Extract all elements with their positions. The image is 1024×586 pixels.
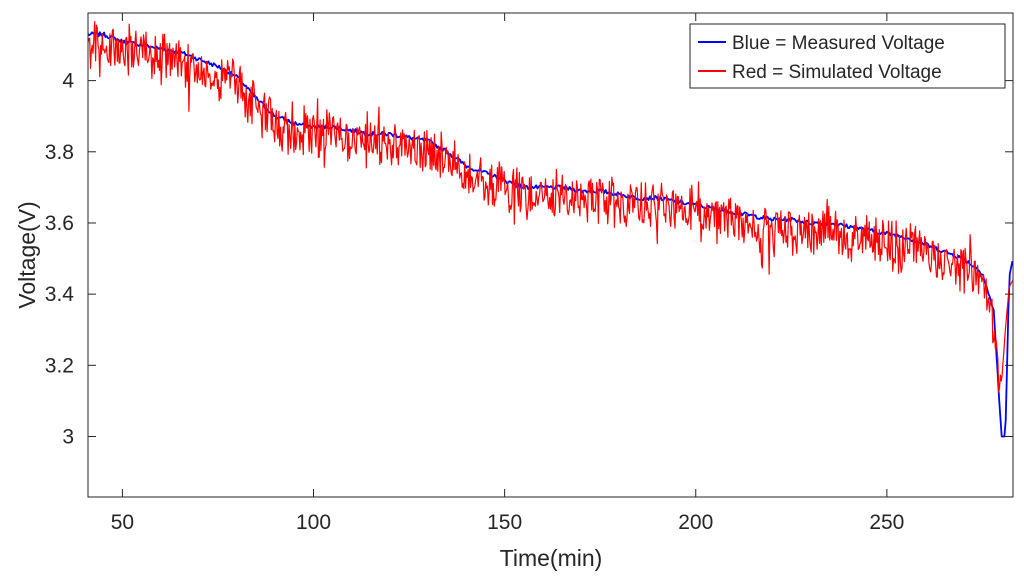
y-tick-label: 3.2 bbox=[45, 354, 74, 377]
series-line-simulated-voltage bbox=[87, 20, 1014, 393]
plot-frame bbox=[87, 12, 1014, 498]
x-axis-label: Time(min) bbox=[500, 545, 603, 571]
x-tick-label: 100 bbox=[296, 511, 331, 534]
series-layer bbox=[87, 20, 1014, 438]
x-axis-ticks: 50 100 150 200 250 bbox=[111, 13, 904, 534]
y-tick-label: 3.6 bbox=[45, 212, 74, 235]
y-axis-ticks: 3 3.2 3.4 3.6 3.8 4 bbox=[45, 70, 1013, 449]
y-tick-label: 3.8 bbox=[45, 141, 74, 164]
legend-box bbox=[689, 23, 1006, 89]
x-tick-label: 50 bbox=[111, 511, 134, 534]
y-axis-label: Voltage(V) bbox=[14, 201, 40, 308]
y-tick-label: 3.4 bbox=[45, 283, 75, 306]
x-tick-label: 250 bbox=[869, 511, 904, 534]
y-tick-label: 4 bbox=[62, 70, 74, 93]
x-tick-label: 200 bbox=[678, 511, 713, 534]
x-tick-label: 150 bbox=[487, 511, 522, 534]
legend-label-measured: Blue = Measured Voltage bbox=[732, 33, 945, 54]
legend-label-simulated: Red = Simulated Voltage bbox=[732, 62, 942, 83]
legend: Blue = Measured Voltage Red = Simulated … bbox=[689, 23, 1006, 89]
y-tick-label: 3 bbox=[62, 426, 74, 449]
